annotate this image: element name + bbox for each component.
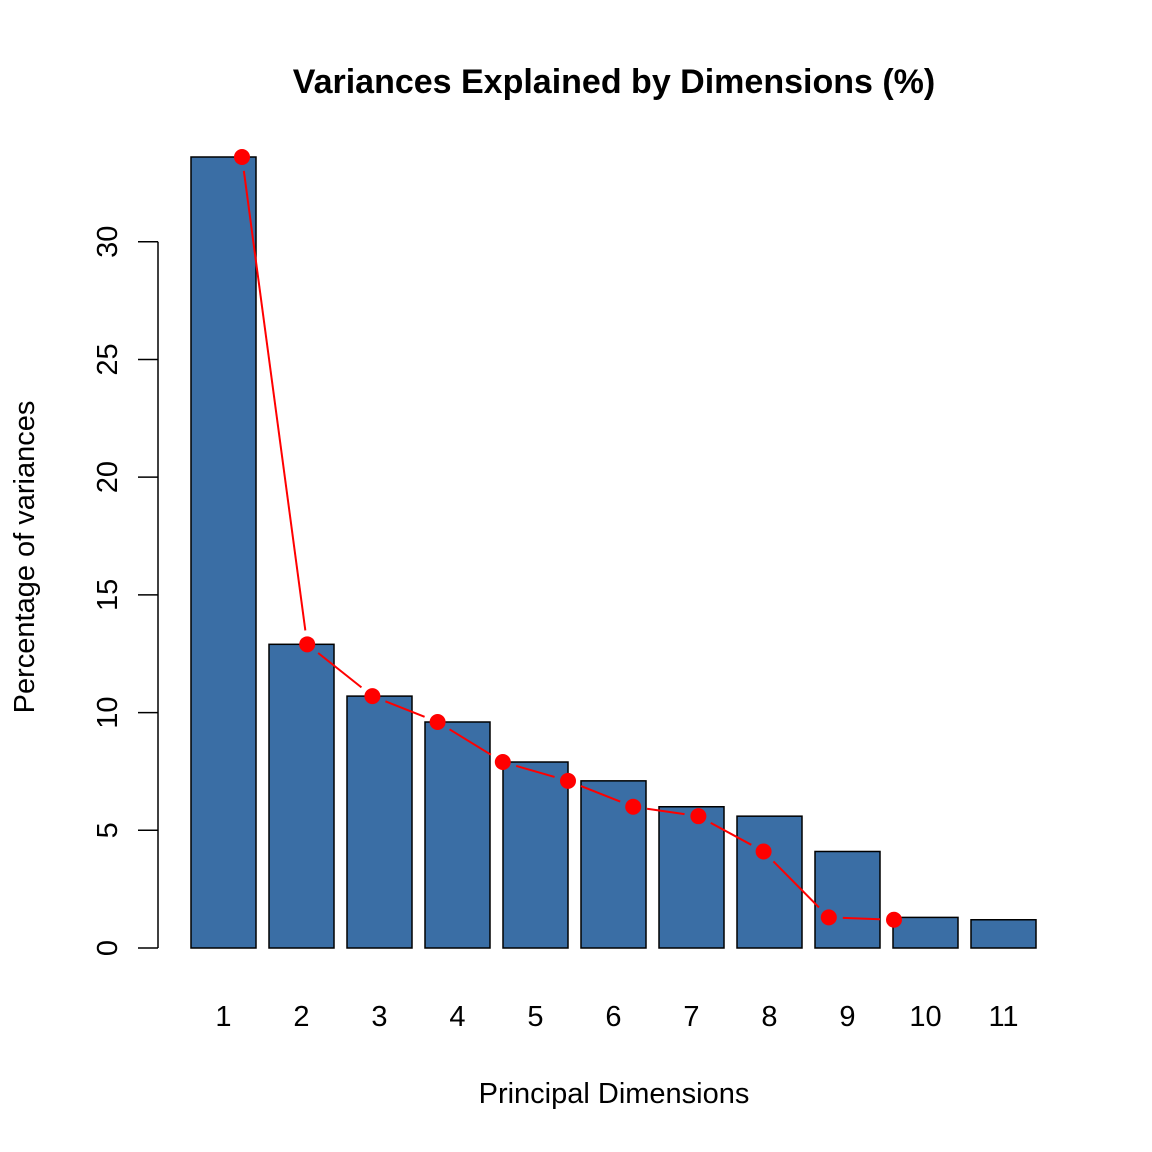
scree-point	[560, 772, 576, 789]
scree-point	[299, 636, 316, 653]
y-tick-label: 30	[92, 226, 124, 258]
x-tick-label: 11	[988, 1001, 1018, 1033]
bar	[346, 695, 413, 949]
x-tick-labels: 1 2 3 4 5 6 7 8 9 10 11	[215, 1001, 1018, 1033]
x-tick-label: 3	[371, 1001, 387, 1033]
scree-point	[429, 714, 446, 730]
scree-line-segment	[646, 807, 685, 816]
scree-point	[755, 843, 772, 860]
y-tick-label: 5	[92, 822, 124, 838]
x-tick-label: 6	[605, 1001, 621, 1033]
x-tick-label: 5	[527, 1001, 543, 1033]
y-tick-label: 20	[92, 461, 124, 493]
bar	[814, 850, 881, 949]
scree-line-overlay	[234, 149, 902, 928]
scree-line-segment	[842, 916, 881, 921]
scree-point	[364, 688, 381, 705]
bar	[190, 156, 257, 949]
x-tick-label: 9	[839, 1001, 855, 1033]
scree-point	[886, 911, 902, 928]
scree-point	[625, 798, 642, 815]
scree-line-segment	[515, 764, 555, 778]
x-tick-label: 8	[761, 1001, 777, 1033]
y-axis: 0 5 10 15 20 25 30	[92, 226, 159, 956]
x-tick-label: 10	[909, 1001, 941, 1033]
scree-point	[820, 909, 837, 926]
bar	[892, 916, 959, 949]
scree-point	[494, 754, 511, 771]
bar	[970, 919, 1037, 949]
scree-line-segment	[449, 728, 492, 756]
x-axis-label: Principal Dimensions	[479, 1078, 750, 1110]
scree-line-segment	[710, 821, 752, 846]
scree-line-segment	[580, 785, 621, 803]
bars-group	[190, 156, 1037, 949]
x-tick-label: 4	[449, 1001, 465, 1033]
bar	[658, 806, 725, 949]
scree-point	[234, 149, 250, 165]
x-tick-label: 7	[683, 1001, 699, 1033]
scree-line-segment	[317, 652, 363, 689]
bar	[502, 761, 569, 949]
chart-title: Variances Explained by Dimensions (%)	[293, 63, 935, 101]
y-tick-label: 15	[92, 579, 124, 611]
scree-line-segment	[242, 170, 307, 631]
y-tick-label: 10	[92, 696, 124, 728]
y-axis-label: Percentage of variances	[9, 401, 41, 714]
scree-line-segment	[385, 700, 425, 718]
bar	[268, 643, 335, 949]
x-tick-label: 1	[215, 1001, 231, 1033]
scree-point	[690, 808, 707, 825]
bar	[736, 815, 803, 949]
y-tick-label: 25	[92, 343, 124, 375]
scree-line-segment	[772, 860, 820, 909]
bar	[424, 721, 491, 949]
y-tick-label: 0	[92, 940, 124, 956]
x-tick-label: 2	[293, 1001, 309, 1033]
